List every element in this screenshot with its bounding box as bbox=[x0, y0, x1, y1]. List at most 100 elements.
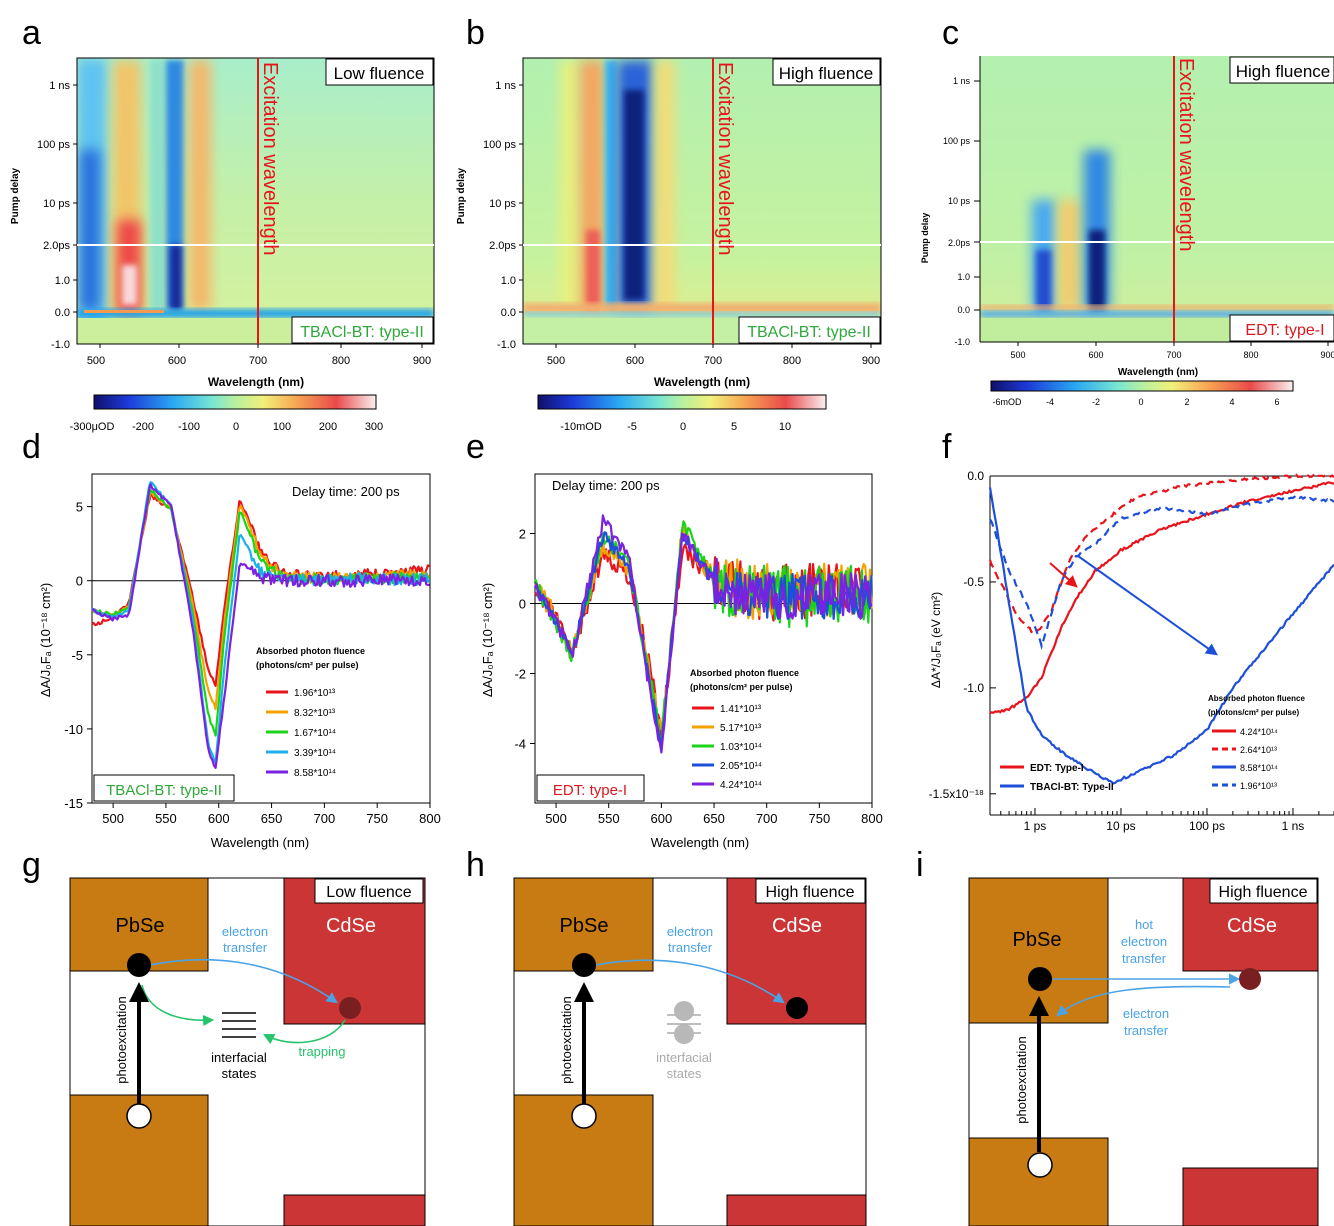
xtick-e-5: 750 bbox=[808, 811, 830, 826]
ytick-b-6: -1.0 bbox=[497, 339, 516, 351]
photoexcitation-label-g: photoexcitation bbox=[114, 996, 129, 1083]
legend-label-f-2: 8.58*10¹⁴ bbox=[1240, 763, 1278, 773]
ytick-b-5: 0.0 bbox=[501, 307, 516, 319]
fluence-label-h: High fluence bbox=[766, 884, 855, 901]
xtick-e-0: 500 bbox=[545, 811, 567, 826]
series-f-1 bbox=[988, 473, 1334, 635]
ytick-f-2: -1.0 bbox=[963, 681, 984, 695]
sample-legend-f-1: TBACl-BT: Type-II bbox=[1030, 782, 1114, 793]
xtick-e-1: 550 bbox=[598, 811, 620, 826]
xtick-e-4: 700 bbox=[756, 811, 778, 826]
electron-transfer-arrow-g bbox=[149, 958, 338, 1004]
cbar-a-0: -300μOD bbox=[70, 421, 115, 433]
cbar-c-4: 2 bbox=[1184, 397, 1189, 407]
series-d bbox=[91, 481, 431, 769]
cbar-b-1: -5 bbox=[627, 421, 637, 433]
sample-label-d: TBACl-BT: type-II bbox=[106, 782, 222, 799]
heatmap-b: Excitation wavelength High fluence TBACl… bbox=[456, 57, 882, 433]
xlabel-a: Wavelength (nm) bbox=[208, 375, 304, 389]
ytick-d-0: 5 bbox=[76, 500, 83, 515]
legend-title-e-1: Absorbed photon fluence bbox=[690, 668, 799, 678]
ytick-e-1: 0 bbox=[519, 597, 526, 612]
sample-legend-f-0: EDT: Type-I bbox=[1030, 763, 1084, 774]
ytick-d-4: -15 bbox=[64, 796, 83, 811]
cbar-c-5: 4 bbox=[1229, 397, 1234, 407]
fluence-label-b: High fluence bbox=[779, 64, 874, 83]
hot-label-i-3: transfer bbox=[1122, 951, 1167, 966]
panel-letter-d: d bbox=[22, 428, 41, 466]
electron-g bbox=[127, 953, 151, 977]
xtick-f-3: 1 ns bbox=[1282, 819, 1305, 833]
cbar-b-4: 10 bbox=[779, 421, 791, 433]
ytick-c-1: 100 ps bbox=[943, 136, 971, 146]
trapping-label-g: trapping bbox=[299, 1044, 346, 1059]
xtick-c-0: 500 bbox=[1010, 350, 1025, 360]
fluence-label-c: High fluence bbox=[1236, 62, 1331, 81]
panel-letter-f: f bbox=[942, 428, 952, 466]
arrow-red-f bbox=[1049, 562, 1078, 588]
ytick-a-6: -1.0 bbox=[51, 339, 70, 351]
ytick-a-3: 2.0ps bbox=[43, 240, 70, 252]
cbar-a-1: -200 bbox=[132, 421, 154, 433]
legend-d: 1.96*10¹³ 8.32*10¹³ 1.67*10¹⁴ 3.39*10¹⁴ 8.58… bbox=[266, 688, 336, 779]
legend-label-e-2: 1.03*10¹⁴ bbox=[720, 742, 762, 753]
xtick-d-3: 650 bbox=[261, 811, 283, 826]
interfacial-states-h bbox=[667, 1001, 701, 1044]
ytick-e-3: -4 bbox=[514, 737, 526, 752]
back-transfer-arrow-i bbox=[1056, 985, 1231, 1017]
chart-e: 500 550 600 650 700 750 800 2 0 -2 -4 Delay time:… bbox=[480, 473, 883, 850]
xtick-a-2: 700 bbox=[249, 355, 267, 367]
legend-label-d-4: 8.58*10¹⁴ bbox=[294, 768, 336, 779]
cbar-a-5: 200 bbox=[319, 421, 337, 433]
xtick-f-2: 100 ps bbox=[1189, 819, 1225, 833]
trapped-electron-g bbox=[339, 997, 361, 1019]
sample-label-e: EDT: type-I bbox=[553, 782, 627, 799]
sample-label-c: EDT: type-I bbox=[1245, 322, 1324, 339]
pbse-label-i: PbSe bbox=[1013, 929, 1062, 951]
xtick-c-2: 700 bbox=[1166, 350, 1181, 360]
legend-label-d-2: 1.67*10¹⁴ bbox=[294, 728, 336, 739]
photoexcitation-label-i: photoexcitation bbox=[1014, 1036, 1029, 1123]
cdse-label-g: CdSe bbox=[326, 915, 376, 937]
xtick-d-6: 800 bbox=[419, 811, 441, 826]
cbar-b-2: 0 bbox=[680, 421, 686, 433]
cdse-block-bottom-h bbox=[726, 1194, 867, 1226]
ytick-d-1: 0 bbox=[76, 574, 83, 589]
ytick-c-5: 0.0 bbox=[957, 305, 970, 315]
xtick-c-1: 600 bbox=[1088, 350, 1103, 360]
ytick-f-0: 0.0 bbox=[967, 469, 984, 483]
chart-d: 500 550 600 650 700 750 800 5 0 -5 -10 -15 Delay t… bbox=[38, 473, 441, 850]
hot-electron-i bbox=[1239, 968, 1261, 990]
ylabel-d: ΔA/J₀Fₐ (10⁻¹⁸ cm²) bbox=[38, 583, 53, 697]
legend-title-f-2: (photons/cm² per pulse) bbox=[1208, 708, 1299, 717]
legend-label-e-4: 4.24*10¹⁴ bbox=[720, 780, 762, 791]
schematic-i: High fluence PbSe CdSe hot electron tran… bbox=[968, 877, 1319, 1226]
cbar-c-2: -2 bbox=[1092, 397, 1100, 407]
panel-letter-g: g bbox=[22, 846, 41, 884]
xtick-a-3: 800 bbox=[332, 355, 350, 367]
ytick-c-0: 1 ns bbox=[953, 76, 971, 86]
panel-letter-i: i bbox=[916, 846, 924, 884]
cbar-c-3: 0 bbox=[1138, 397, 1143, 407]
legend-title-d-2: (photons/cm² per pulse) bbox=[256, 660, 359, 670]
legend-title-f-1: Absorbed photon fluence bbox=[1208, 694, 1305, 703]
xtick-b-4: 900 bbox=[862, 355, 880, 367]
cdse-label-h: CdSe bbox=[772, 915, 822, 937]
panel-letter-c: c bbox=[942, 14, 959, 52]
sample-label-b: TBACl-BT: type-II bbox=[747, 324, 871, 341]
ytick-a-0: 1 ns bbox=[49, 80, 70, 92]
transfer-label-h-1: electron bbox=[667, 924, 713, 939]
series-f-0 bbox=[989, 481, 1334, 715]
ylabel-a: Pump delay bbox=[10, 168, 21, 225]
yticks-d: 5 0 -5 -10 -15 bbox=[64, 500, 92, 811]
legend-label-d-1: 8.32*10¹³ bbox=[294, 708, 336, 719]
xtick-e-3: 650 bbox=[703, 811, 725, 826]
states-label-g-1: interfacial bbox=[211, 1050, 267, 1065]
ytick-d-3: -10 bbox=[64, 722, 83, 737]
yticks-a: 1 ns 100 ps 10 ps 2.0ps 1.0 0.0 -1.0 bbox=[37, 80, 71, 351]
series-e-4 bbox=[534, 514, 873, 754]
xticks-e: 500 550 600 650 700 750 800 bbox=[545, 803, 883, 826]
xlabel-b: Wavelength (nm) bbox=[654, 375, 750, 389]
hot-label-i-2: electron bbox=[1121, 934, 1167, 949]
